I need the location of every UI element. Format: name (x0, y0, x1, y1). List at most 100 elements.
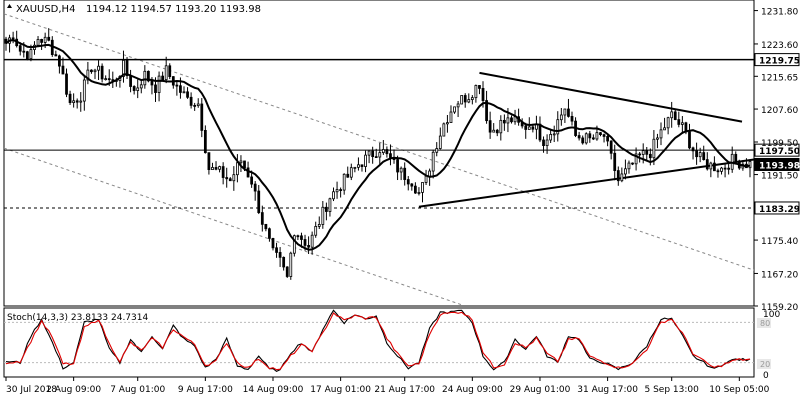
candle-body (225, 177, 229, 180)
price-tag-box (754, 143, 800, 157)
candle-body (545, 139, 549, 146)
candle-body (631, 162, 634, 165)
candle-body (278, 252, 282, 258)
candle-body (531, 126, 535, 130)
candle-body (367, 150, 371, 156)
candle-body (460, 95, 464, 105)
candle-body (456, 103, 460, 108)
candle-body (413, 185, 417, 194)
candle-body (72, 100, 76, 103)
price-tag-box (754, 157, 800, 171)
candle-body (591, 137, 595, 140)
candle-body (488, 120, 492, 133)
candle-body (606, 136, 609, 142)
candle-body (588, 133, 592, 139)
collapse-triangle-icon[interactable] (7, 4, 12, 8)
candle-body (495, 129, 499, 134)
candle-body (332, 191, 335, 200)
candle-body (620, 173, 624, 182)
time-tick-label: 2 Aug 09:00 (46, 385, 101, 395)
candle-body (11, 37, 15, 40)
trendlines (3, 13, 755, 306)
candle-body (556, 119, 560, 135)
time-tick-label: 17 Aug 01:00 (310, 385, 371, 395)
candle-body (421, 182, 424, 193)
time-tick-label: 29 Aug 01:00 (510, 385, 571, 395)
candle-body (371, 150, 375, 158)
time-tick-label: 7 Aug 01:00 (110, 385, 165, 395)
stoch-tick-0: 0 (763, 371, 769, 381)
time-tick-label: 14 Aug 09:00 (243, 385, 304, 395)
time-tick-label: 9 Aug 17:00 (178, 385, 233, 395)
horizontal-lines: 1219.75 1197.50 1193.98 1183.29 (4, 53, 800, 215)
candle-body (97, 65, 100, 71)
candle-body (638, 153, 642, 156)
candle-body (570, 116, 574, 122)
candle-body (666, 117, 670, 129)
candle-body (300, 235, 303, 240)
candle-body (709, 162, 713, 170)
candle-body (168, 65, 172, 78)
candle-body (90, 69, 93, 73)
candle-body (613, 152, 617, 171)
candle-body (18, 45, 22, 52)
candle-body (431, 151, 435, 172)
candle-body (492, 129, 496, 133)
candle-body (203, 129, 207, 154)
price-tick-label: 1167.20 (761, 270, 798, 280)
candle-body (727, 167, 731, 170)
candle-body (47, 36, 51, 41)
candle-body (652, 138, 656, 159)
candle-body (25, 51, 29, 60)
candle-body (438, 135, 442, 149)
candle-body (481, 87, 485, 101)
candle-body (271, 237, 275, 249)
candle-body (86, 69, 90, 81)
candle-body (599, 132, 602, 136)
candle-body (353, 166, 357, 169)
price-tick-label: 1159.20 (761, 303, 798, 313)
candle-body (211, 167, 214, 171)
candle-body (107, 78, 111, 81)
candle-body (360, 164, 364, 167)
candle-body (122, 60, 125, 77)
candle-body (129, 75, 132, 87)
price-tick-label: 1231.80 (761, 8, 798, 18)
candle-body (552, 133, 556, 136)
candle-body (713, 162, 716, 172)
candle-body (246, 167, 250, 178)
candle-body (538, 123, 542, 141)
candle-body (609, 140, 613, 154)
time-tick-label: 10 Sep 05:00 (709, 385, 769, 395)
candle-body (207, 152, 211, 171)
candle-body (399, 167, 403, 173)
candle-body (680, 122, 684, 125)
candle-body (125, 60, 129, 76)
candle-body (325, 206, 328, 212)
candle-body (214, 167, 218, 170)
candle-body (40, 39, 43, 43)
candle-body (150, 80, 154, 86)
candle-body (310, 234, 314, 248)
stoch-level-20: 20 (760, 360, 770, 369)
price-tag-label: 1193.98 (759, 161, 800, 171)
candle-body (506, 117, 510, 124)
candle-body (79, 100, 83, 103)
candle-body (275, 247, 278, 253)
candle-body (196, 103, 200, 106)
candle-body (428, 170, 431, 177)
candle-body (147, 70, 150, 82)
stoch-signal-line (5, 311, 751, 371)
candle-body (417, 191, 421, 194)
candle-body (289, 252, 293, 277)
candle-body (374, 156, 378, 159)
candle-body (616, 170, 620, 182)
chart-header: XAUUSD,H4 1194.12 1194.57 1193.20 1193.9… (7, 4, 261, 15)
candle-body (164, 65, 168, 81)
candle-body (342, 173, 346, 191)
candle-body (239, 160, 243, 164)
candle-body (595, 132, 599, 140)
price-tag-box (754, 53, 800, 67)
candle-body (467, 99, 471, 103)
